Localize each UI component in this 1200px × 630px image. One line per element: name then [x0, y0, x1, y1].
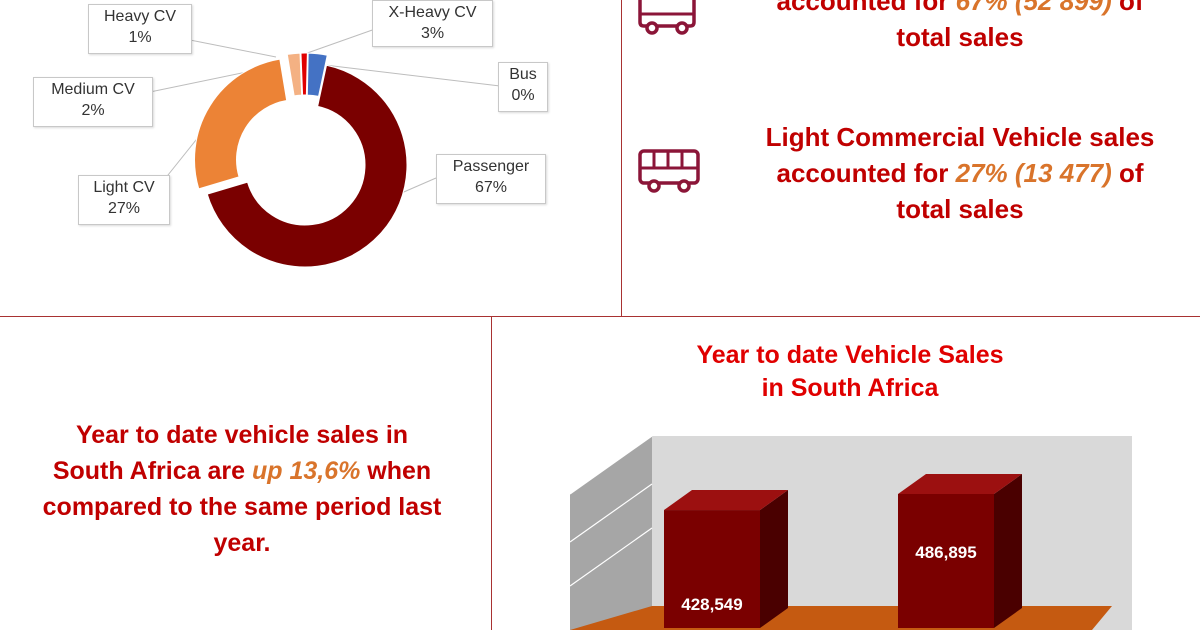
passenger-stat-line1: accounted for 67% (52 899) of	[700, 0, 1200, 19]
summary-highlight: up 13,6%	[251, 457, 361, 485]
callout-medium-cv: Medium CV 2%	[33, 77, 153, 127]
callout-light-cv-value: 27%	[107, 200, 141, 217]
lcv-stat-highlight: 27% (13 477)	[955, 158, 1112, 188]
callout-bus-label: Bus	[509, 66, 537, 83]
callout-light-cv: Light CV 27%	[78, 175, 170, 225]
bar-1-label: 428,549	[681, 595, 742, 614]
callout-heavy-cv-label: Heavy CV	[103, 8, 177, 25]
summary-line4: year.	[213, 529, 271, 557]
passenger-stat-highlight: 67% (52 899)	[955, 0, 1112, 16]
horizontal-divider	[0, 316, 1200, 317]
summary-line3: compared to the same period last	[42, 493, 442, 521]
callout-passenger: Passenger 67%	[436, 154, 546, 204]
leader-line-heavy	[189, 39, 277, 58]
passenger-stat-line2: total sales	[896, 22, 1024, 52]
callout-bus-value: 0%	[511, 87, 535, 104]
summary-line1: Year to date vehicle sales in	[75, 421, 409, 449]
callout-passenger-value: 67%	[474, 179, 508, 196]
bar-2	[898, 494, 994, 628]
callout-medium-cv-value: 2%	[81, 102, 105, 119]
leader-line-xheavy	[295, 27, 379, 58]
callout-passenger-label: Passenger	[452, 158, 530, 175]
callout-medium-cv-label: Medium CV	[51, 81, 135, 98]
bar-2-label: 486,895	[915, 543, 976, 562]
lcv-stat: Light Commercial Vehicle sales accounted…	[700, 119, 1200, 227]
slice-passenger	[206, 64, 408, 268]
callout-light-cv-label: Light CV	[93, 179, 155, 196]
ytd-summary: Year to date vehicle sales in South Afri…	[0, 417, 484, 561]
passenger-stat: accounted for 67% (52 899) of total sale…	[700, 0, 1200, 55]
lcv-stat-line3: total sales	[896, 194, 1024, 224]
summary-line2: South Africa are up 13,6% when	[52, 457, 432, 485]
bar-2-top	[898, 474, 1022, 494]
slice-medium-cv	[286, 52, 303, 97]
callout-x-heavy-cv-value: 3%	[420, 25, 445, 42]
bar-chart: 428,549 486,895	[569, 435, 1132, 630]
bar-chart-title-line2: in South Africa	[761, 374, 939, 402]
bar-chart-title-line1: Year to date Vehicle Sales	[696, 341, 1004, 369]
callout-x-heavy-cv-label: X-Heavy CV	[388, 4, 477, 21]
callout-bus: Bus 0%	[498, 62, 548, 112]
van-icon	[638, 149, 700, 193]
car-icon	[638, 0, 696, 35]
vertical-divider-bottom	[491, 316, 492, 630]
callout-x-heavy-cv: X-Heavy CV 3%	[372, 0, 493, 47]
leader-line-bus	[299, 61, 501, 87]
lcv-stat-line2: accounted for 27% (13 477) of	[776, 158, 1144, 188]
lcv-stat-line1: Light Commercial Vehicle sales	[765, 122, 1155, 152]
slice-x-heavy-cv	[306, 52, 328, 97]
vertical-divider-top	[621, 0, 622, 316]
bar-2-side	[994, 474, 1022, 628]
callout-heavy-cv-value: 1%	[128, 29, 152, 46]
doughnut-chart	[149, 27, 501, 268]
bar-1-side	[760, 490, 788, 628]
chart-side-wall	[570, 436, 652, 630]
callout-heavy-cv: Heavy CV 1%	[88, 4, 192, 54]
bar-chart-title: Year to date Vehicle Sales in South Afri…	[600, 339, 1100, 405]
bar-1-top	[664, 490, 788, 511]
slice-heavy-cv	[300, 52, 308, 96]
slice-light-cv	[194, 58, 288, 190]
bar-1	[664, 510, 760, 628]
gridlines	[569, 435, 653, 587]
chart-floor	[570, 606, 1112, 630]
